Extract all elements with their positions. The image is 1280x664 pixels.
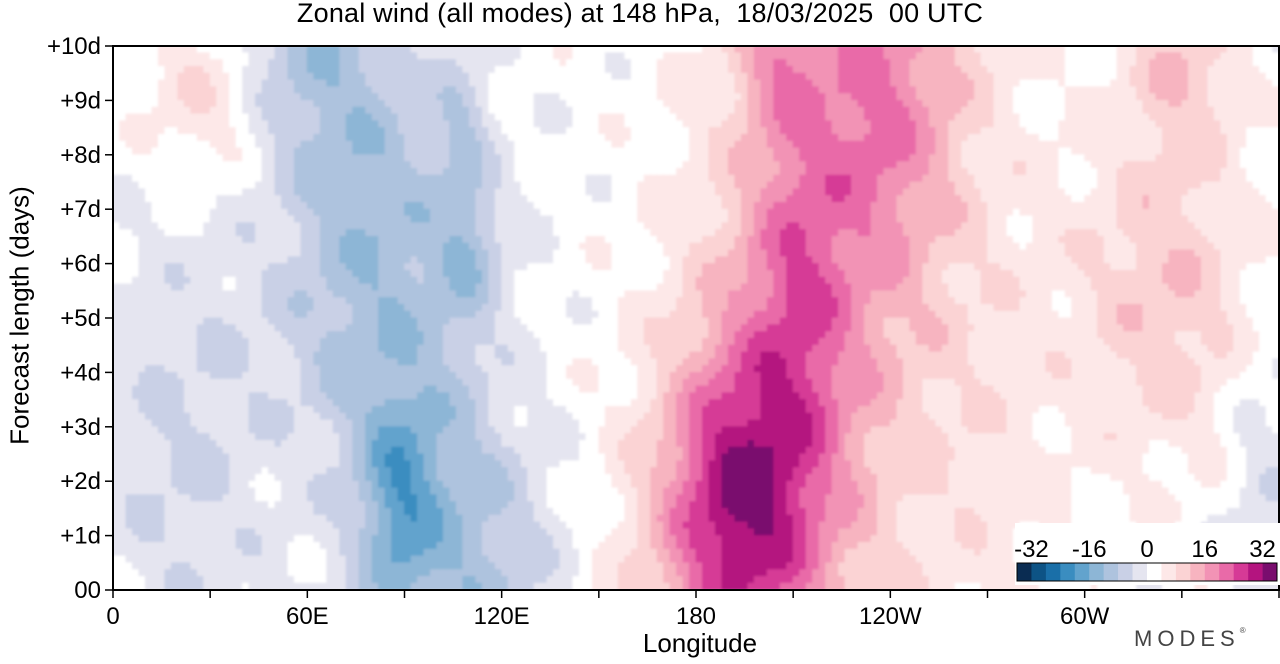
colorbar-tick-label: -32	[1014, 536, 1049, 563]
colorbar-swatch	[1133, 563, 1148, 581]
colorbar-swatch	[1089, 563, 1104, 581]
colorbar-tick-label: 32	[1249, 536, 1276, 563]
colorbar-swatch	[1234, 563, 1249, 581]
colorbar-swatch	[1205, 563, 1220, 581]
chart-title: Zonal wind (all modes) at 148 hPa, 18/03…	[0, 0, 1280, 29]
y-axis: 00 +1d +2d +3d +4d +5d +6d +7d +8d +9d +10d	[47, 33, 113, 604]
colorbar-swatch	[1161, 563, 1176, 581]
colorbar-swatch	[1046, 563, 1061, 581]
y-tick-label: +7d	[60, 196, 101, 223]
x-tick-label: 0	[106, 603, 119, 630]
x-tick-label: 60E	[286, 603, 329, 630]
y-tick-label: +1d	[60, 523, 101, 550]
y-tick-label: +4d	[60, 359, 101, 386]
colorbar-swatch	[1190, 563, 1205, 581]
colorbar-tick-label: -16	[1072, 536, 1107, 563]
y-tick-label: +3d	[60, 414, 101, 441]
colorbar-swatch	[1263, 563, 1278, 581]
x-axis: 0 60E 120E 180 120W 60W	[106, 590, 1279, 630]
y-tick-label: +9d	[60, 87, 101, 114]
colorbar-tick-label: 0	[1140, 536, 1153, 563]
y-tick-label: +5d	[60, 305, 101, 332]
logo-text: MODES	[1134, 626, 1240, 651]
x-axis-label: Longitude	[540, 628, 860, 659]
y-tick-label: 00	[74, 577, 101, 604]
colorbar-swatch	[1017, 563, 1032, 581]
colorbar: -32 -16 0 16 32	[1014, 523, 1280, 585]
colorbar-swatch	[1219, 563, 1234, 581]
colorbar-swatch	[1075, 563, 1090, 581]
colorbar-swatch	[1118, 563, 1133, 581]
colorbar-tick-label: 16	[1191, 536, 1218, 563]
colorbar-swatch	[1176, 563, 1191, 581]
wind-field	[113, 46, 1280, 591]
y-tick-label: +8d	[60, 142, 101, 169]
colorbar-swatch	[1031, 563, 1046, 581]
y-tick-label: +10d	[47, 33, 101, 60]
y-tick-label: +6d	[60, 251, 101, 278]
colorbar-swatch	[1060, 563, 1075, 581]
colorbar-swatch	[1147, 563, 1162, 581]
x-tick-label: 120E	[474, 603, 530, 630]
colorbar-swatch	[1104, 563, 1119, 581]
modes-logo: MODES®	[1134, 626, 1246, 652]
x-tick-label: 180	[676, 603, 716, 630]
x-tick-label: 60W	[1060, 603, 1110, 630]
y-axis-label: Forecast length (days)	[5, 156, 36, 476]
colorbar-swatch	[1248, 563, 1263, 581]
y-tick-label: +2d	[60, 468, 101, 495]
x-tick-label: 120W	[859, 603, 922, 630]
